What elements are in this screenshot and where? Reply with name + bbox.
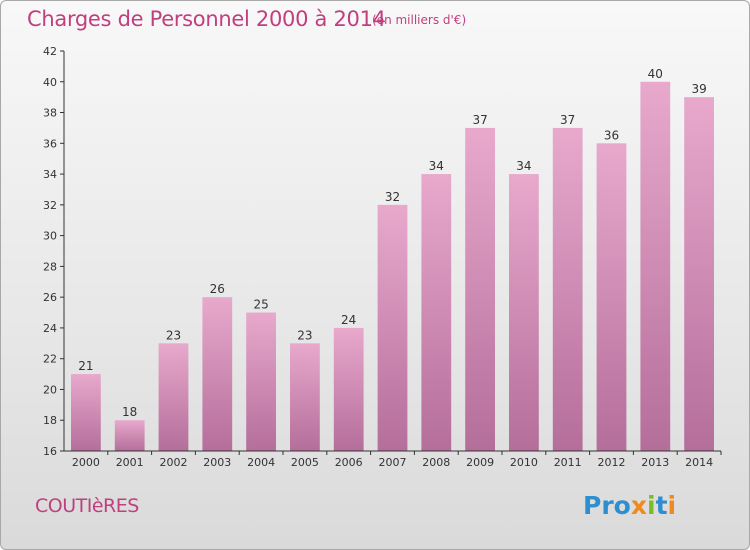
data-label: 34 <box>429 159 444 173</box>
bar <box>509 174 539 452</box>
data-label: 37 <box>560 113 575 127</box>
bar <box>290 343 320 451</box>
y-tick-label: 20 <box>43 383 57 396</box>
bar <box>596 143 627 452</box>
data-label: 25 <box>253 298 268 312</box>
logo-letter: r <box>601 491 614 520</box>
bar <box>552 127 583 451</box>
y-tick-label: 18 <box>43 414 57 427</box>
y-tick-label: 36 <box>43 137 57 150</box>
x-tick-label: 2011 <box>554 456 582 469</box>
bar <box>71 374 101 451</box>
bar <box>640 81 671 452</box>
logo-text: Proxiti <box>583 491 676 520</box>
data-label: 21 <box>78 359 93 373</box>
bar <box>421 174 452 452</box>
proxiti-logo: Proxiti <box>583 491 693 523</box>
data-label: 32 <box>385 190 400 204</box>
data-label: 40 <box>648 67 663 81</box>
logo-letter: x <box>630 491 647 520</box>
data-label: 34 <box>516 159 531 173</box>
y-tick-label: 40 <box>43 76 57 89</box>
x-tick-label: 2014 <box>685 456 713 469</box>
bar <box>333 327 364 451</box>
logo-letter: P <box>583 491 602 520</box>
y-tick-label: 24 <box>43 322 57 335</box>
y-tick-label: 42 <box>43 45 57 58</box>
data-label: 26 <box>210 282 225 296</box>
x-tick-label: 2003 <box>203 456 231 469</box>
data-label: 36 <box>604 128 619 142</box>
data-label: 37 <box>472 113 487 127</box>
y-tick-label: 34 <box>43 168 57 181</box>
x-tick-label: 2007 <box>379 456 407 469</box>
x-tick-label: 2008 <box>422 456 450 469</box>
logo-letter: o <box>613 491 631 520</box>
bar <box>158 343 189 451</box>
x-tick-label: 2000 <box>72 456 100 469</box>
bar <box>202 297 233 451</box>
y-tick-label: 28 <box>43 260 57 273</box>
x-tick-label: 2004 <box>247 456 275 469</box>
data-label: 23 <box>166 328 181 342</box>
logo-letter: i <box>647 491 656 520</box>
data-label: 18 <box>122 405 137 419</box>
y-tick-label: 16 <box>43 445 57 458</box>
data-label: 23 <box>297 328 312 342</box>
x-tick-label: 2010 <box>510 456 538 469</box>
x-tick-label: 2002 <box>160 456 188 469</box>
x-tick-label: 2012 <box>598 456 626 469</box>
data-label: 24 <box>341 313 356 327</box>
data-label: 39 <box>691 82 706 96</box>
y-tick-label: 38 <box>43 107 57 120</box>
x-tick-label: 2006 <box>335 456 363 469</box>
bar <box>465 127 495 451</box>
x-tick-label: 2005 <box>291 456 319 469</box>
y-tick-label: 22 <box>43 353 57 366</box>
bar <box>246 312 276 451</box>
logo-letter: i <box>667 491 677 520</box>
x-tick-label: 2009 <box>466 456 494 469</box>
x-tick-label: 2001 <box>116 456 144 469</box>
x-tick-label: 2013 <box>641 456 669 469</box>
chart-subtitle: (en milliers d'€) <box>372 13 467 27</box>
commune-name: COUTIèRES <box>35 495 139 517</box>
y-tick-label: 26 <box>43 291 57 304</box>
y-tick-label: 32 <box>43 199 57 212</box>
logo-letter: t <box>655 491 668 520</box>
chart-title: Charges de Personnel 2000 à 2014 <box>27 7 386 31</box>
bar <box>377 204 408 451</box>
bar <box>114 420 145 451</box>
bar <box>684 97 714 452</box>
y-tick-label: 30 <box>43 230 57 243</box>
